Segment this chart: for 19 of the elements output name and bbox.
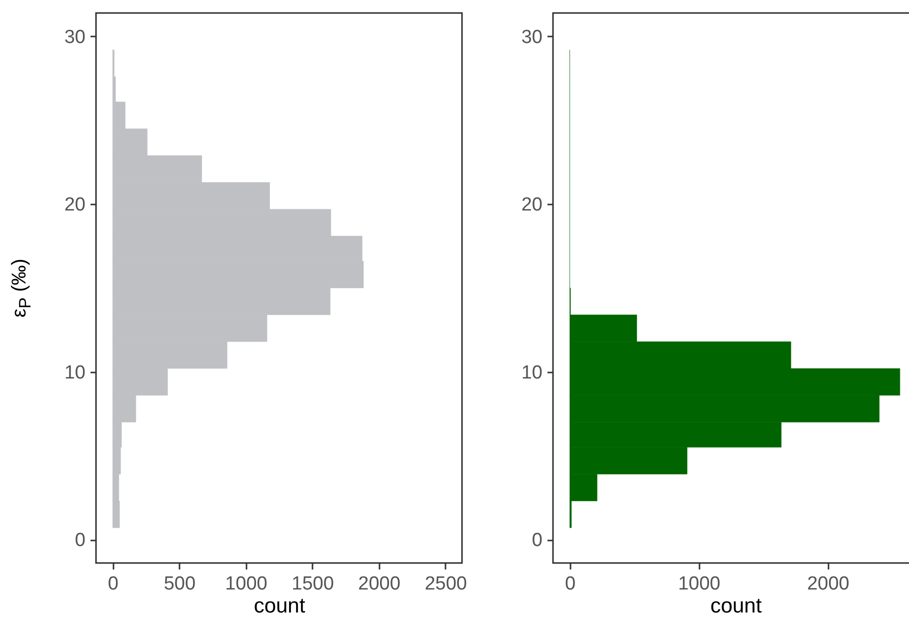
x-tick-label: 0 xyxy=(108,574,118,594)
x-tick-label: 2500 xyxy=(424,574,468,594)
x-tick-label: 2000 xyxy=(358,574,400,594)
x-axis-title: count xyxy=(710,594,762,618)
y-tick-label: 30 xyxy=(64,26,86,48)
y-tick-label: 0 xyxy=(74,530,86,552)
x-tick-label: 1500 xyxy=(292,574,334,594)
x-tick-label: 500 xyxy=(164,574,196,594)
y-tick-label: 20 xyxy=(521,194,542,216)
x-axis-title: count xyxy=(254,594,306,618)
y-tick-label: 10 xyxy=(521,362,542,384)
y-tick-label: 20 xyxy=(64,194,86,216)
y-tick-label: 30 xyxy=(521,26,542,48)
x-tick-label: 2000 xyxy=(807,574,850,594)
x-tick-label: 0 xyxy=(564,574,576,594)
y-tick-label: 10 xyxy=(64,362,86,384)
y-tick-label: 0 xyxy=(532,530,542,552)
x-tick-label: 1000 xyxy=(678,574,720,594)
x-tick-label: 1000 xyxy=(225,574,268,594)
